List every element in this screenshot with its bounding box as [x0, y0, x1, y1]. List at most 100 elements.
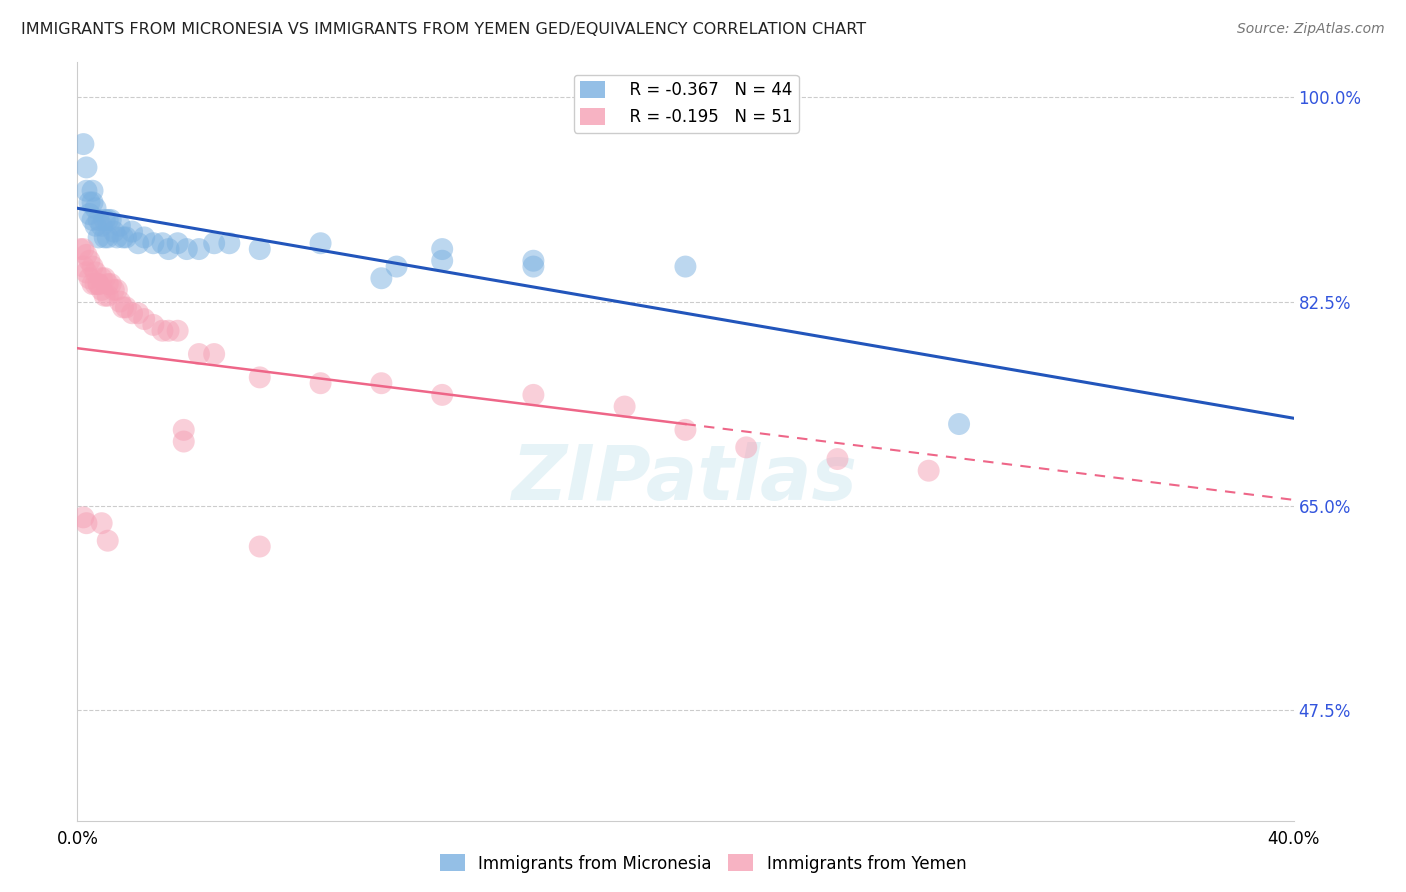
Point — [105, 283, 128, 297]
Point — [309, 236, 332, 251]
Point — [134, 230, 156, 244]
Point — [84, 265, 107, 279]
Point — [142, 236, 165, 251]
Point — [90, 219, 112, 233]
Point — [84, 201, 107, 215]
Point — [675, 423, 697, 437]
Point — [111, 301, 134, 315]
Point — [79, 207, 101, 221]
Point — [166, 324, 188, 338]
Point — [93, 213, 115, 227]
Point — [249, 370, 271, 384]
Point — [97, 277, 120, 291]
Point — [90, 271, 112, 285]
Point — [249, 540, 271, 554]
Point — [121, 306, 143, 320]
Point — [93, 289, 115, 303]
Point — [173, 423, 195, 437]
Point — [82, 260, 104, 274]
Point — [84, 277, 107, 291]
Point — [108, 219, 131, 233]
Point — [82, 277, 104, 291]
Point — [103, 283, 125, 297]
Point — [97, 213, 120, 227]
Point — [69, 242, 91, 256]
Point — [522, 388, 544, 402]
Point — [202, 236, 225, 251]
Point — [675, 260, 697, 274]
Point — [100, 277, 122, 291]
Point — [370, 376, 392, 391]
Point — [176, 242, 198, 256]
Point — [82, 213, 104, 227]
Point — [87, 277, 110, 291]
Point — [827, 452, 849, 467]
Point — [173, 434, 195, 449]
Point — [370, 271, 392, 285]
Point — [79, 195, 101, 210]
Point — [152, 236, 174, 251]
Point — [157, 324, 180, 338]
Point — [90, 283, 112, 297]
Point — [522, 253, 544, 268]
Point — [152, 324, 174, 338]
Point — [72, 510, 94, 524]
Point — [948, 417, 970, 431]
Text: Source: ZipAtlas.com: Source: ZipAtlas.com — [1237, 22, 1385, 37]
Point — [522, 260, 544, 274]
Point — [105, 230, 128, 244]
Point — [87, 213, 110, 227]
Point — [75, 516, 97, 531]
Text: IMMIGRANTS FROM MICRONESIA VS IMMIGRANTS FROM YEMEN GED/EQUIVALENCY CORRELATION : IMMIGRANTS FROM MICRONESIA VS IMMIGRANTS… — [21, 22, 866, 37]
Point — [75, 161, 97, 175]
Point — [430, 242, 453, 256]
Text: ZIPatlas: ZIPatlas — [512, 442, 859, 516]
Point — [93, 271, 115, 285]
Point — [134, 312, 156, 326]
Point — [918, 464, 941, 478]
Point — [111, 230, 134, 244]
Point — [202, 347, 225, 361]
Point — [127, 306, 149, 320]
Point — [100, 213, 122, 227]
Point — [93, 230, 115, 244]
Point — [121, 225, 143, 239]
Point — [79, 253, 101, 268]
Point — [87, 277, 110, 291]
Point — [142, 318, 165, 332]
Point — [97, 289, 120, 303]
Point — [75, 248, 97, 262]
Point — [157, 242, 180, 256]
Point — [103, 225, 125, 239]
Point — [188, 347, 211, 361]
Point — [75, 184, 97, 198]
Point — [72, 137, 94, 152]
Point — [72, 242, 94, 256]
Point — [79, 271, 101, 285]
Point — [82, 195, 104, 210]
Legend: Immigrants from Micronesia, Immigrants from Yemen: Immigrants from Micronesia, Immigrants f… — [433, 847, 973, 880]
Point — [430, 388, 453, 402]
Point — [72, 260, 94, 274]
Point — [82, 184, 104, 198]
Point — [188, 242, 211, 256]
Point — [218, 236, 240, 251]
Point — [735, 441, 758, 455]
Point — [115, 230, 138, 244]
Point — [430, 253, 453, 268]
Legend:   R = -0.367   N = 44,   R = -0.195   N = 51: R = -0.367 N = 44, R = -0.195 N = 51 — [574, 75, 799, 133]
Point — [309, 376, 332, 391]
Point — [90, 516, 112, 531]
Point — [108, 294, 131, 309]
Point — [249, 242, 271, 256]
Point — [97, 533, 120, 548]
Point — [75, 265, 97, 279]
Point — [84, 219, 107, 233]
Point — [115, 301, 138, 315]
Point — [166, 236, 188, 251]
Point — [127, 236, 149, 251]
Point — [613, 400, 636, 414]
Point — [385, 260, 408, 274]
Point — [97, 230, 120, 244]
Point — [87, 230, 110, 244]
